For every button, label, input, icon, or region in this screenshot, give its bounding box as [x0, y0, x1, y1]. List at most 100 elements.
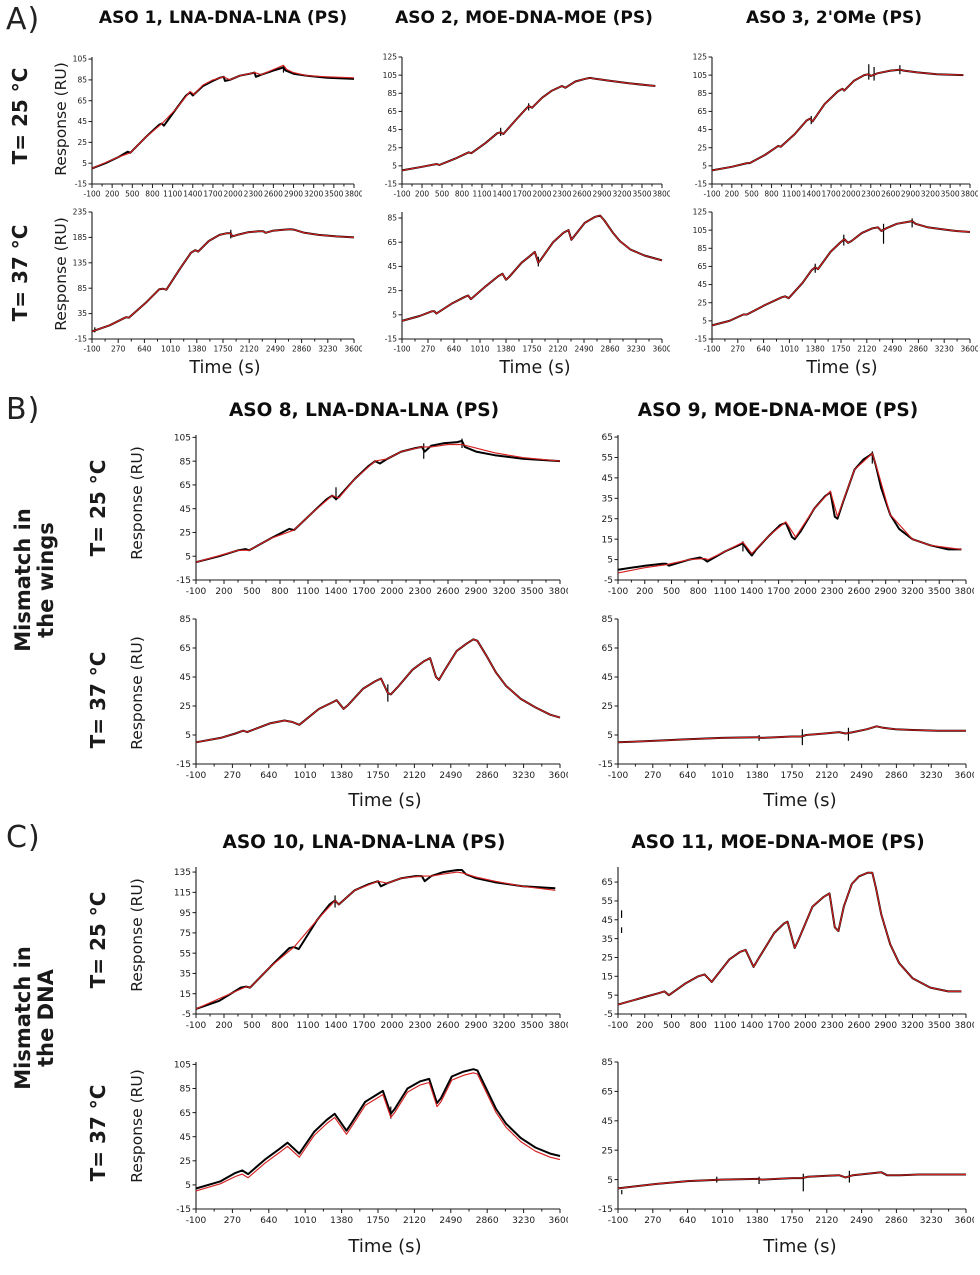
- svg-text:1100: 1100: [714, 587, 737, 597]
- svg-text:270: 270: [644, 1216, 661, 1226]
- panel-b-letter: B): [6, 392, 41, 427]
- svg-text:2000: 2000: [841, 190, 860, 199]
- svg-text:1700: 1700: [203, 190, 222, 199]
- svg-text:1380: 1380: [746, 771, 769, 781]
- svg-text:-100: -100: [83, 190, 100, 199]
- svg-text:2490: 2490: [439, 1216, 462, 1226]
- svg-text:200: 200: [636, 1021, 653, 1031]
- x-axis-label-c2: Time (s): [763, 1236, 837, 1257]
- svg-text:3500: 3500: [941, 190, 960, 199]
- temp-label-c-37: T= 37 °C: [86, 1084, 110, 1182]
- svg-text:105: 105: [693, 71, 708, 80]
- svg-text:25: 25: [77, 138, 87, 147]
- svg-text:-15: -15: [385, 335, 397, 344]
- svg-text:45: 45: [387, 125, 397, 134]
- y-axis-label-b-25: Response (RU): [128, 446, 146, 560]
- svg-text:45: 45: [77, 117, 87, 126]
- svg-text:5: 5: [702, 161, 707, 170]
- svg-text:-100: -100: [186, 1216, 207, 1226]
- svg-text:5: 5: [607, 556, 613, 566]
- svg-text:85: 85: [697, 89, 707, 98]
- svg-text:2120: 2120: [815, 771, 838, 781]
- plot-title-aso11: ASO 11, MOE-DNA-MOE (PS): [631, 832, 925, 853]
- svg-text:5: 5: [607, 731, 613, 741]
- svg-text:3500: 3500: [324, 190, 343, 199]
- svg-text:2120: 2120: [548, 345, 567, 354]
- svg-text:3600: 3600: [955, 771, 974, 781]
- svg-text:2900: 2900: [874, 587, 897, 597]
- svg-text:500: 500: [243, 587, 260, 597]
- svg-text:125: 125: [693, 208, 708, 217]
- plot-aso2-37c: 85 65 45 25 5 -15-100 270 640 1010 1380 1750 2120 24…: [385, 212, 670, 354]
- group-label-mismatch-dna: Mismatch in the DNA: [11, 946, 59, 1090]
- svg-text:2490: 2490: [574, 345, 593, 354]
- svg-text:2300: 2300: [244, 190, 263, 199]
- svg-text:2600: 2600: [437, 1021, 460, 1031]
- svg-text:270: 270: [644, 771, 661, 781]
- svg-text:1750: 1750: [831, 345, 850, 354]
- svg-text:2300: 2300: [821, 1021, 844, 1031]
- svg-text:105: 105: [383, 71, 398, 80]
- svg-text:2120: 2120: [240, 345, 259, 354]
- svg-text:1700: 1700: [353, 1021, 376, 1031]
- svg-text:2600: 2600: [437, 587, 460, 597]
- x-axis-label-a3: Time (s): [806, 358, 878, 378]
- svg-text:1380: 1380: [746, 1216, 769, 1226]
- svg-text:3500: 3500: [928, 587, 951, 597]
- svg-text:500: 500: [663, 1021, 680, 1031]
- svg-text:640: 640: [679, 771, 696, 781]
- svg-text:105: 105: [693, 226, 708, 235]
- svg-text:3800: 3800: [549, 1021, 568, 1031]
- svg-text:3800: 3800: [955, 1021, 974, 1031]
- svg-text:800: 800: [690, 1021, 707, 1031]
- svg-text:25: 25: [697, 298, 707, 307]
- svg-text:3800: 3800: [344, 190, 362, 199]
- svg-text:125: 125: [693, 53, 708, 62]
- svg-text:2900: 2900: [284, 190, 303, 199]
- svg-text:1010: 1010: [294, 771, 317, 781]
- panel-c-letter: C): [6, 820, 41, 855]
- svg-text:85: 85: [602, 1058, 613, 1068]
- svg-text:85: 85: [602, 615, 613, 625]
- svg-text:800: 800: [455, 190, 470, 199]
- svg-text:15: 15: [180, 990, 191, 1000]
- svg-text:85: 85: [180, 1085, 191, 1095]
- temp-label-c-25: T= 25 °C: [86, 891, 110, 989]
- svg-text:-100: -100: [608, 1021, 629, 1031]
- svg-text:1100: 1100: [297, 587, 320, 597]
- svg-text:15: 15: [602, 535, 613, 545]
- svg-text:-15: -15: [176, 1205, 191, 1215]
- svg-text:1400: 1400: [740, 1021, 763, 1031]
- plot-aso3-25c: 125 105 85 65 45 25 5 -15-100 200 500 800 1100 1400 1…: [693, 53, 978, 199]
- svg-text:3230: 3230: [626, 345, 645, 354]
- svg-text:500: 500: [745, 190, 760, 199]
- svg-text:1010: 1010: [470, 345, 489, 354]
- plot-aso11-37c: 85 65 45 25 5 -15-100 270 640 1010 1380 1750 2120 24…: [598, 1058, 974, 1226]
- svg-text:5: 5: [185, 731, 191, 741]
- svg-text:-100: -100: [186, 771, 207, 781]
- plot-aso8-25c: 105 85 65 45 25 5 -15-100 200 500 800 1100 1400 1700…: [174, 434, 568, 597]
- svg-text:2900: 2900: [465, 1021, 488, 1031]
- svg-text:640: 640: [756, 345, 771, 354]
- svg-text:-100: -100: [608, 1216, 629, 1226]
- svg-text:1400: 1400: [325, 1021, 348, 1031]
- plot-aso9-25c: 65 55 45 35 25 15 5 -5-100 200 500 800 1100 1400 1700…: [602, 433, 974, 597]
- svg-text:800: 800: [690, 587, 707, 597]
- x-axis-label-c1: Time (s): [348, 1236, 422, 1257]
- panel-a-letter: A): [6, 2, 41, 37]
- svg-text:1010: 1010: [161, 345, 180, 354]
- svg-text:2000: 2000: [381, 587, 404, 597]
- svg-text:95: 95: [180, 909, 191, 919]
- svg-text:2600: 2600: [881, 190, 900, 199]
- svg-text:15: 15: [602, 972, 613, 982]
- svg-text:-15: -15: [598, 1205, 613, 1215]
- svg-text:125: 125: [383, 53, 398, 62]
- svg-text:3230: 3230: [512, 771, 535, 781]
- plot-aso10-37c: 105 85 65 45 25 5 -15-100 270 640 1010 1380 1750 212…: [174, 1061, 568, 1226]
- svg-text:640: 640: [447, 345, 462, 354]
- svg-text:2000: 2000: [224, 190, 243, 199]
- svg-text:1750: 1750: [367, 771, 390, 781]
- svg-text:-100: -100: [703, 345, 720, 354]
- plot-title-aso10: ASO 10, LNA-DNA-LNA (PS): [222, 832, 506, 853]
- svg-text:1400: 1400: [325, 587, 348, 597]
